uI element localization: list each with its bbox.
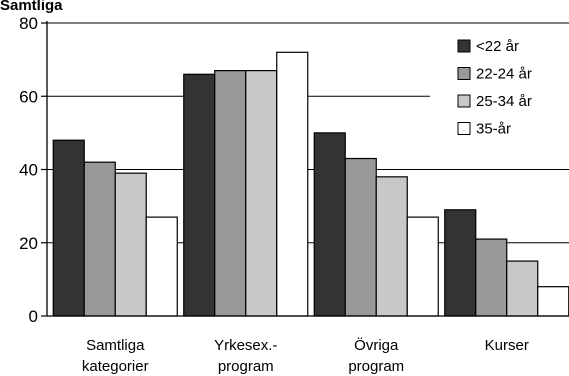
legend-label-0: <22 år [476,38,519,55]
legend-background [430,32,569,150]
bar-2224r-1 [214,70,247,317]
bar-35r-0 [145,216,178,317]
bar-2534r-3 [506,260,539,317]
bar-2224r-0 [83,161,116,317]
y-tick-label-0: 0 [29,307,38,326]
y-tick-label-40: 40 [19,161,38,180]
bar-35r-2 [406,216,439,317]
bar-22r-0 [52,139,85,317]
category-label-1: Yrkesex.-program [214,337,277,375]
chart-title: Samtliga [0,0,63,14]
legend-label-3: 35-år [476,121,511,138]
category-label-3: Kurser [485,337,529,354]
bar-22r-3 [444,209,477,317]
legend-label-1: 22-24 år [476,66,532,83]
legend-label-2: 25-34 år [476,93,532,110]
category-label-2: Övriga program [348,336,404,375]
y-tick-label-60: 60 [19,87,38,106]
legend-swatch-2 [457,94,471,108]
legend-swatch-3 [457,122,471,135]
y-tick-label-80: 80 [19,14,38,33]
bar-35r-3 [537,286,569,317]
legend-swatch-0 [457,39,471,53]
bar-2224r-2 [344,157,377,317]
bar-2534r-2 [375,176,408,317]
category-label-0: Samtliga kategorier [82,337,149,375]
bar-35r-1 [276,51,309,317]
bar-2224r-3 [475,238,508,317]
axes [41,21,569,317]
bar-2534r-0 [114,172,147,317]
bar-22r-1 [183,73,216,317]
y-tick-labels: 0 20 40 60 80 [19,14,38,326]
category-labels: Samtliga kategorier Yrkesex.-program Övriga… [82,336,529,375]
legend-swatch-1 [457,67,471,80]
y-tick-label-20: 20 [19,234,38,253]
bar-2534r-1 [245,70,278,317]
legend: <22 år 22-24 år 25-34 år 35-år [430,32,569,150]
bar-22r-2 [313,132,346,317]
